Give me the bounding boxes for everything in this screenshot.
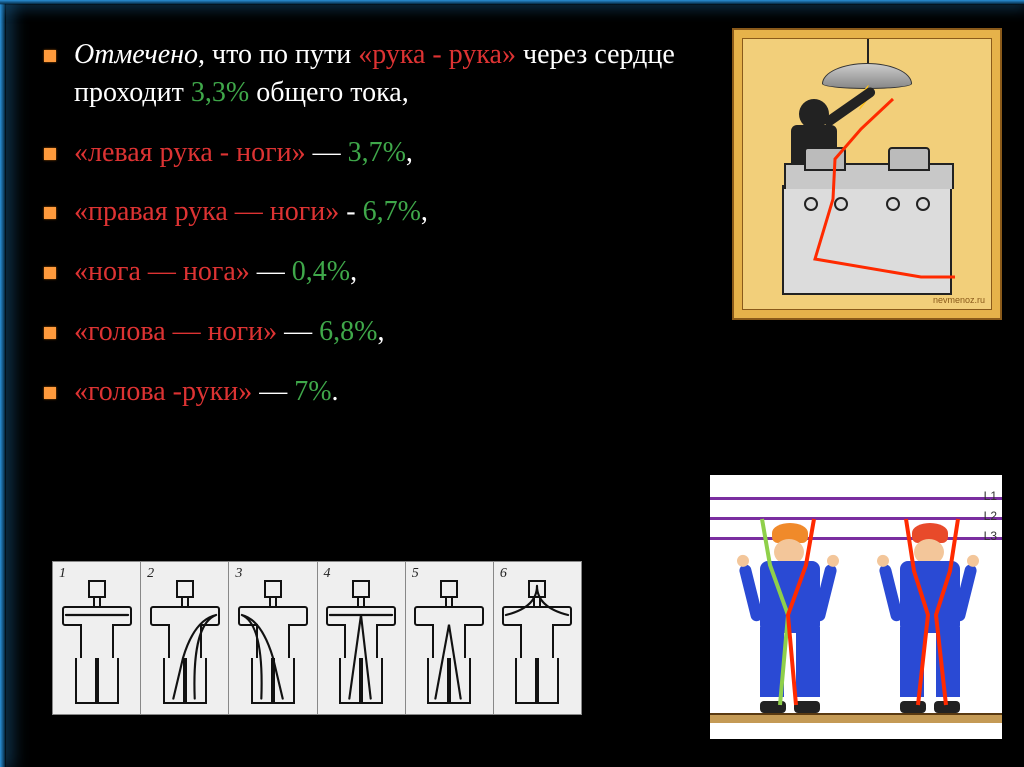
path-cell: 3 <box>229 562 317 714</box>
bullet-item: «левая рука - ноги» — 3,7%, <box>38 134 678 172</box>
text-segment: Отмечено, <box>74 39 205 70</box>
workers-illustration: L1L2L3 <box>710 475 1002 739</box>
top-glow-border <box>0 0 1024 5</box>
path-cell: 2 <box>141 562 229 714</box>
current-path-line <box>326 580 396 704</box>
text-segment: что по пути <box>205 39 358 70</box>
text-segment: — <box>257 256 292 287</box>
watermark-text: nevmenoz.ru <box>933 295 985 305</box>
current-path-line <box>150 580 220 704</box>
text-segment: 6,8% <box>319 316 377 347</box>
current-path-line <box>414 580 484 704</box>
text-segment: — <box>284 316 319 347</box>
current-path-left <box>710 475 1002 739</box>
current-path-line <box>502 580 572 704</box>
text-segment: «рука - рука» <box>358 39 516 70</box>
text-segment: 3,3% <box>191 77 249 108</box>
current-path-line <box>62 580 132 704</box>
body-silhouette <box>414 580 484 706</box>
text-content: Отмечено, что по пути «рука - рука» чере… <box>38 36 678 433</box>
text-segment: «голова -руки» <box>74 376 259 407</box>
text-segment: общего тока, <box>249 77 409 108</box>
text-segment: - <box>346 196 362 227</box>
left-glow-border <box>0 0 6 767</box>
path-cell: 4 <box>318 562 406 714</box>
text-segment: «голова — ноги» <box>74 316 284 347</box>
path-cell: 6 <box>494 562 581 714</box>
text-segment: «правая рука — ноги» <box>74 196 346 227</box>
body-silhouette <box>502 580 572 706</box>
text-segment: , <box>406 137 413 168</box>
text-segment: 7% <box>294 376 331 407</box>
text-segment: 6,7% <box>363 196 421 227</box>
body-silhouette <box>326 580 396 706</box>
bullet-item: «голова — ноги» — 6,8%, <box>38 313 678 351</box>
text-segment: «левая рука - ноги» <box>74 137 313 168</box>
text-segment: , <box>377 316 384 347</box>
path-cell: 5 <box>406 562 494 714</box>
bullet-item: Отмечено, что по пути «рука - рука» чере… <box>38 36 678 112</box>
current-paths-diagram: 1 2 3 4 5 <box>52 561 582 715</box>
text-segment: , <box>350 256 357 287</box>
text-segment: 3,7% <box>348 137 406 168</box>
body-silhouette <box>62 580 132 706</box>
text-segment: «нога — нога» <box>74 256 257 287</box>
text-segment: 0,4% <box>292 256 350 287</box>
body-silhouette <box>238 580 308 706</box>
bullet-list: Отмечено, что по пути «рука - рука» чере… <box>38 36 678 411</box>
bullet-item: «голова -руки» — 7%. <box>38 373 678 411</box>
bullet-item: «нога — нога» — 0,4%, <box>38 253 678 291</box>
text-segment: . <box>332 376 339 407</box>
body-silhouette <box>150 580 220 706</box>
text-segment: — <box>259 376 294 407</box>
bullet-item: «правая рука — ноги» - 6,7%, <box>38 193 678 231</box>
stove <box>782 185 952 295</box>
text-segment: — <box>313 137 348 168</box>
kitchen-illustration: ⚡ nevmenoz.ru <box>732 28 1002 320</box>
text-segment: , <box>421 196 428 227</box>
current-path-line <box>238 580 308 704</box>
path-cell: 1 <box>53 562 141 714</box>
